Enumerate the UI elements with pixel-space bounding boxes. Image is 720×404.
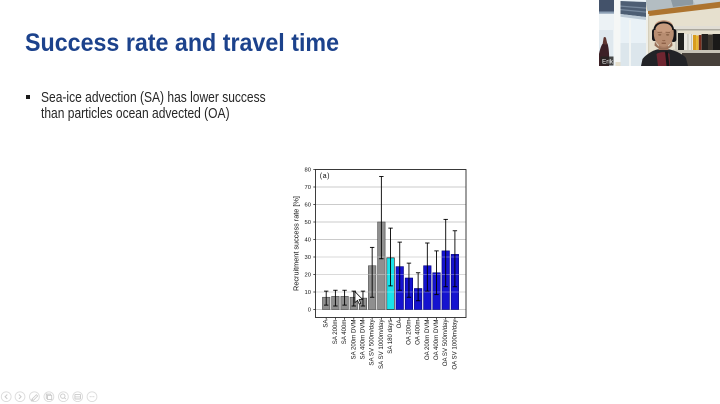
svg-text:OA SV 500m/day: OA SV 500m/day: [442, 319, 449, 367]
svg-text:OA 200m DVM: OA 200m DVM: [424, 320, 431, 361]
svg-text:SA 200m: SA 200m: [332, 320, 339, 345]
svg-text:10: 10: [305, 290, 311, 296]
svg-text:40: 40: [305, 238, 311, 244]
svg-text:SA: SA: [323, 319, 330, 328]
svg-text:OA 400m DVM: OA 400m DVM: [433, 320, 440, 361]
svg-text:60: 60: [305, 203, 311, 209]
svg-text:Recruitment success rate [%]: Recruitment success rate [%]: [292, 196, 301, 291]
svg-text:OA SV 1000m/day: OA SV 1000m/day: [451, 319, 458, 370]
svg-text:80: 80: [305, 168, 311, 174]
svg-text:70: 70: [305, 185, 311, 191]
svg-text:30: 30: [305, 255, 311, 261]
svg-text:50: 50: [305, 220, 311, 226]
svg-text:OA: OA: [396, 319, 403, 329]
svg-text:20: 20: [305, 273, 311, 279]
svg-text:SA SV 1000m/day: SA SV 1000m/day: [378, 319, 385, 369]
svg-text:SA SV 500m/day: SA SV 500m/day: [369, 319, 376, 366]
svg-text:SA 180 days: SA 180 days: [387, 320, 394, 354]
svg-text:0: 0: [308, 308, 311, 314]
svg-text:SA 400m DVM: SA 400m DVM: [359, 320, 366, 360]
svg-text:SA 200m DVM: SA 200m DVM: [350, 320, 357, 360]
svg-text:Erik: Erik: [602, 59, 614, 66]
svg-text:SA 400m: SA 400m: [341, 320, 348, 345]
svg-text:OA 400m: OA 400m: [415, 320, 422, 345]
svg-text:OA 200m: OA 200m: [405, 320, 412, 345]
svg-text:(a): (a): [320, 171, 330, 180]
